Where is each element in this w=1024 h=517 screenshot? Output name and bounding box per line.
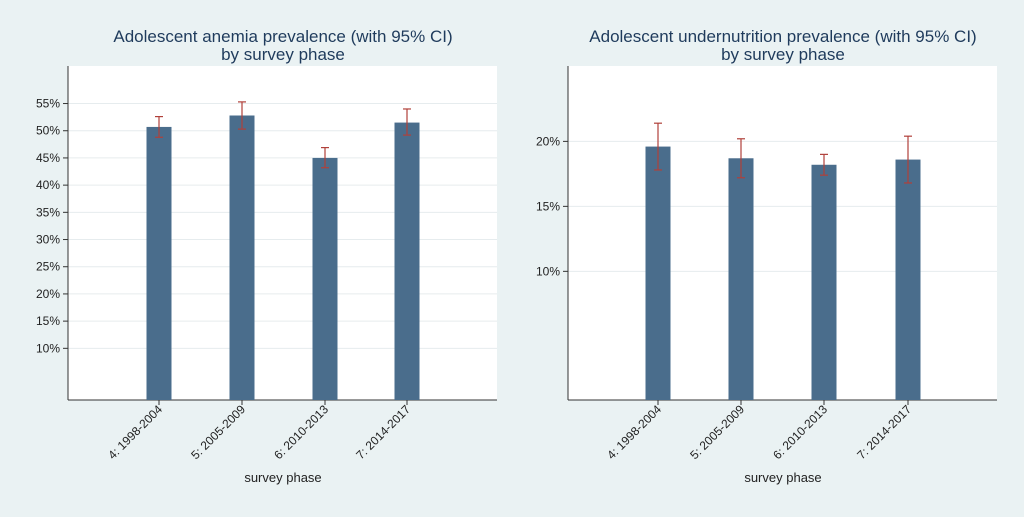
chart-title: Adolescent anemia prevalence (with 95% C… [113, 27, 452, 46]
x-tick-label: 6: 2010-2013 [271, 402, 331, 462]
y-tick-label: 30% [36, 233, 60, 247]
y-tick-label: 40% [36, 178, 60, 192]
x-tick-label: 4: 1998-2004 [105, 402, 165, 462]
bar [895, 159, 921, 400]
x-tick-label: 7: 2014-2017 [854, 402, 914, 462]
bar [229, 115, 255, 401]
y-tick-label: 10% [536, 264, 560, 278]
y-tick-label: 25% [36, 260, 60, 274]
y-tick-label: 20% [36, 287, 60, 301]
y-tick-label: 50% [36, 124, 60, 138]
bar [811, 164, 837, 400]
y-tick-label: 10% [36, 341, 60, 355]
chart-panel-1: Adolescent anemia prevalence (with 95% C… [36, 27, 497, 485]
x-axis-title: survey phase [244, 470, 321, 485]
y-tick-label: 20% [536, 134, 560, 148]
y-tick-label: 15% [36, 314, 60, 328]
y-tick-label: 45% [36, 151, 60, 165]
y-tick-label: 55% [36, 97, 60, 111]
x-tick-label: 7: 2014-2017 [353, 402, 413, 462]
x-tick-label: 4: 1998-2004 [604, 402, 664, 462]
y-tick-label: 35% [36, 205, 60, 219]
x-tick-label: 6: 2010-2013 [770, 402, 830, 462]
plot-area [568, 66, 997, 400]
chart-subtitle: by survey phase [721, 45, 845, 64]
chart-panel-2: Adolescent undernutrition prevalence (wi… [536, 27, 997, 485]
bar [645, 146, 671, 400]
bar [394, 122, 420, 400]
chart-title: Adolescent undernutrition prevalence (wi… [589, 27, 976, 46]
x-tick-label: 5: 2005-2009 [188, 402, 248, 462]
chart-subtitle: by survey phase [221, 45, 345, 64]
plot-area [68, 66, 497, 400]
bar [146, 126, 172, 400]
bar [312, 157, 338, 400]
y-tick-label: 15% [536, 199, 560, 213]
bar [728, 158, 754, 400]
x-axis-title: survey phase [744, 470, 821, 485]
x-tick-label: 5: 2005-2009 [687, 402, 747, 462]
